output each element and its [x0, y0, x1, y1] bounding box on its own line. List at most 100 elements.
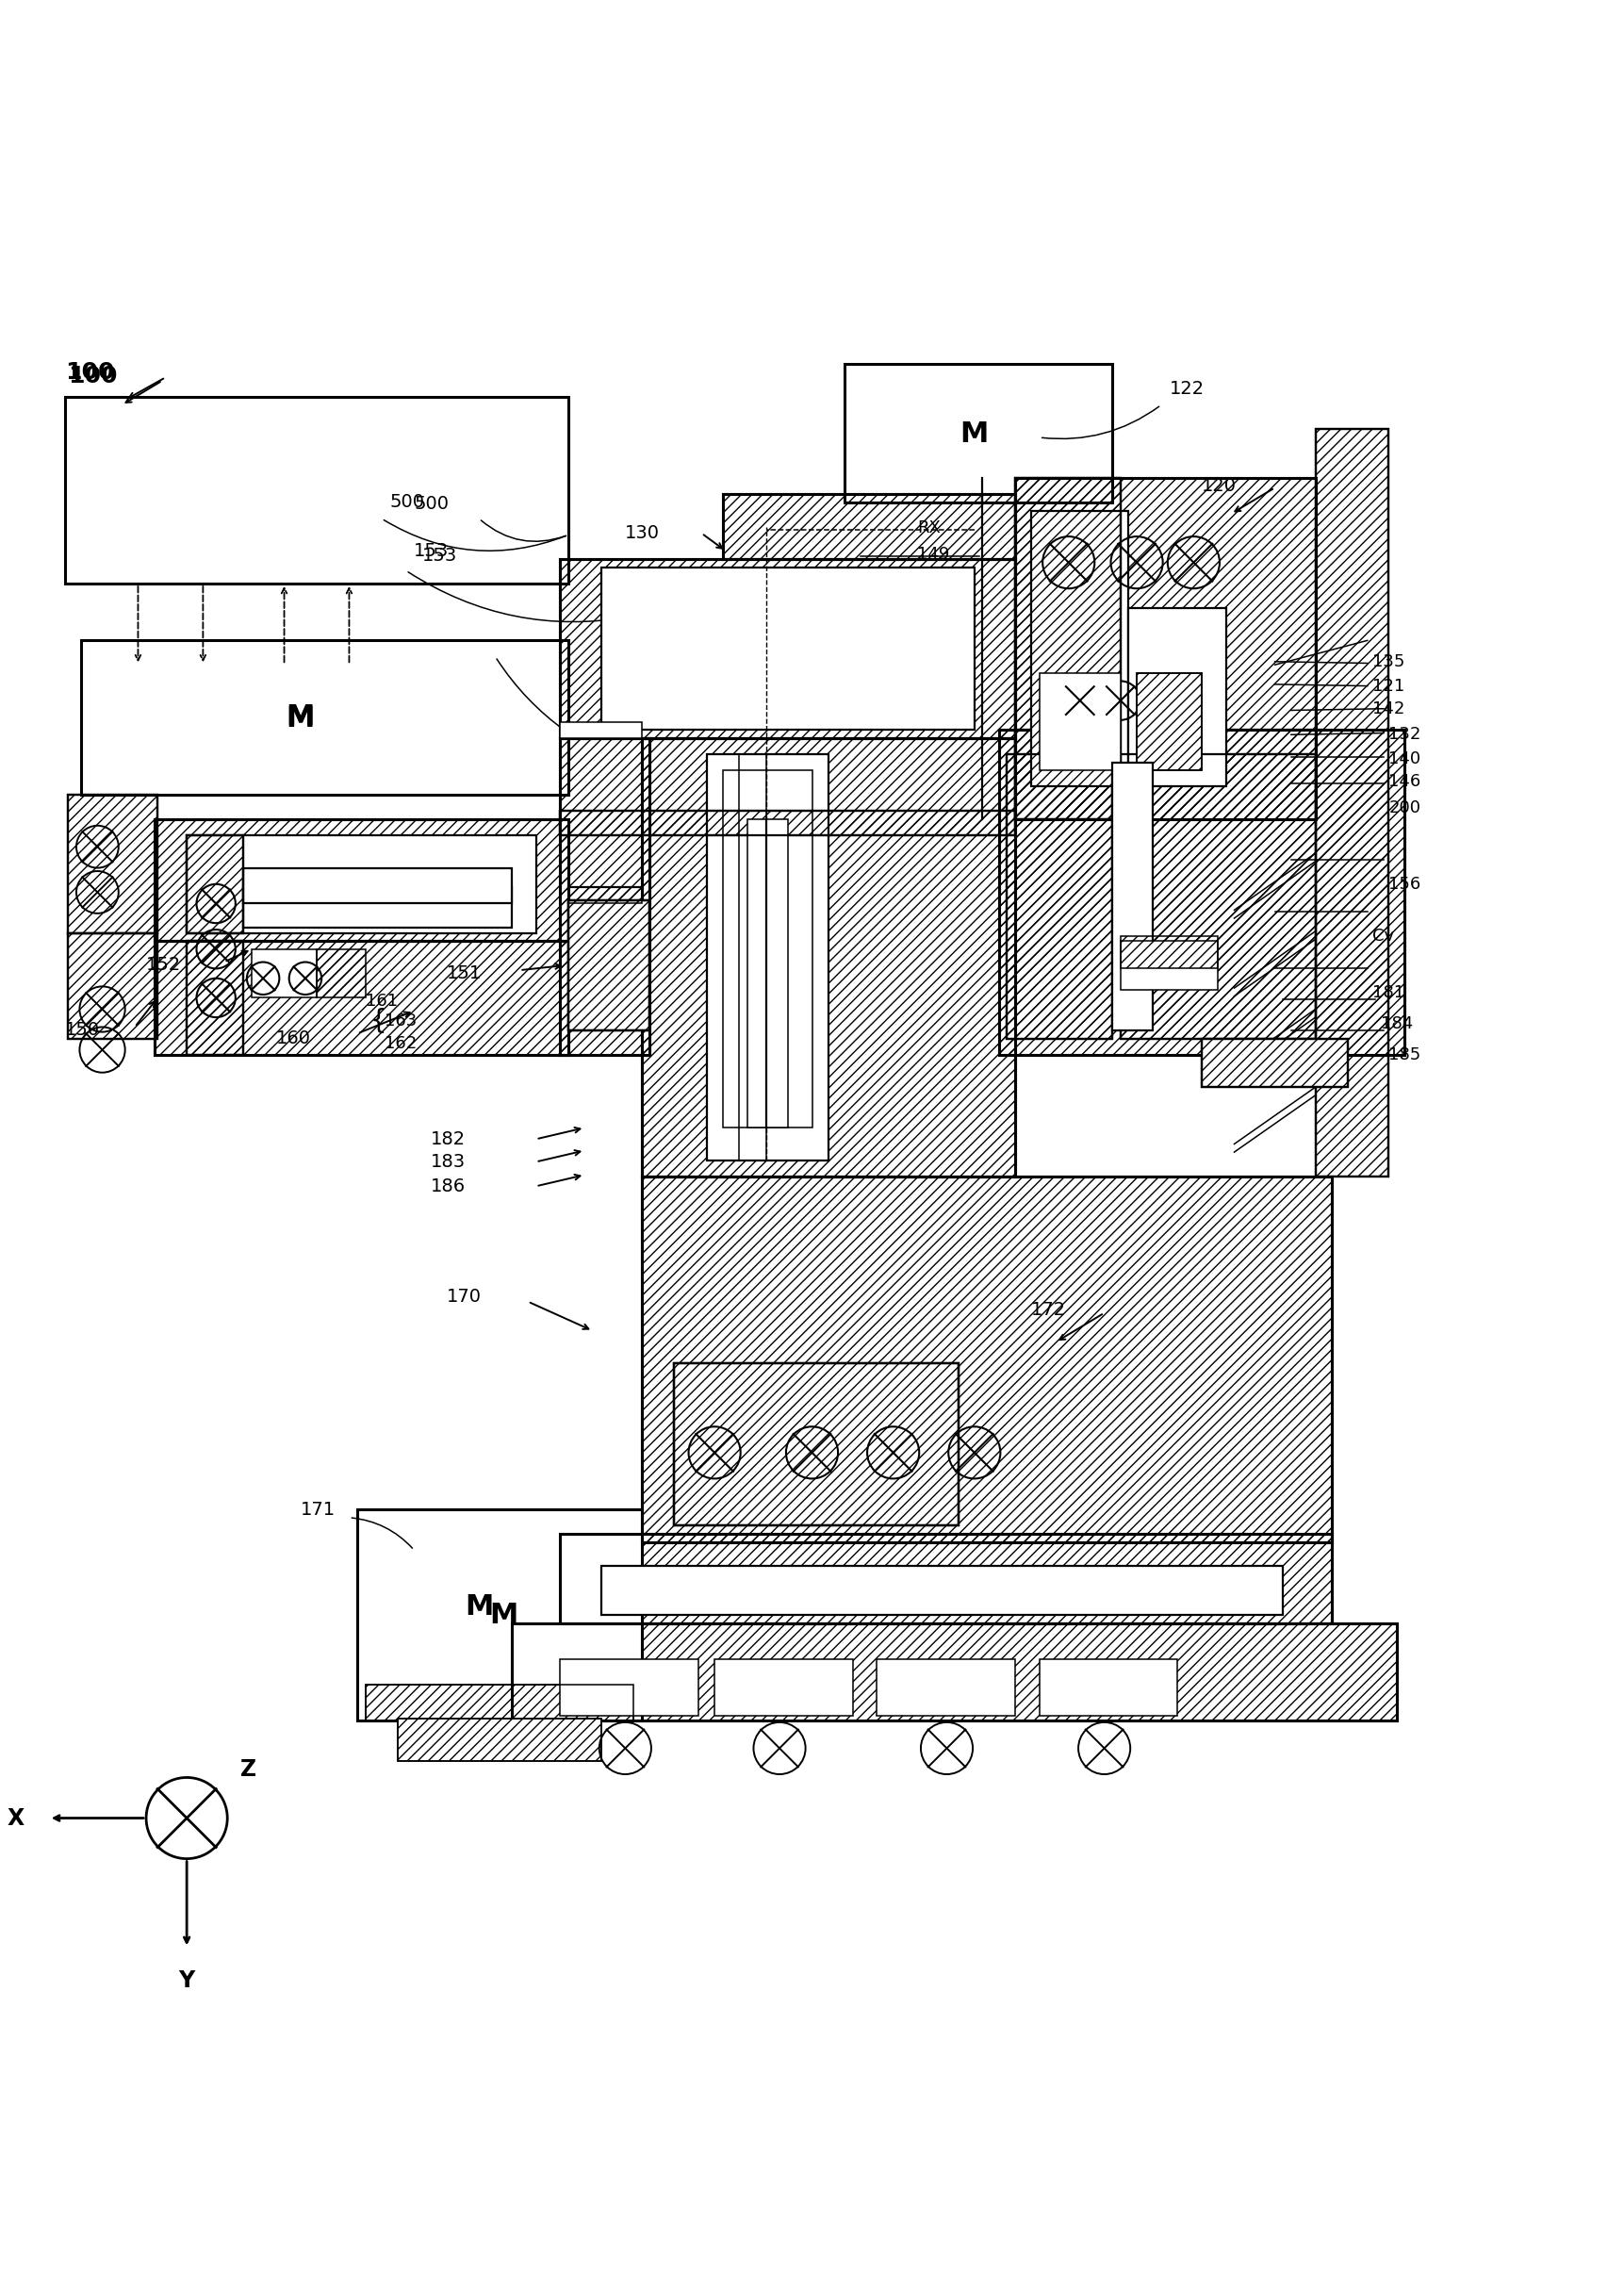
Bar: [154, 940, 568, 1055]
Bar: [560, 739, 650, 1055]
Text: M: M: [489, 1602, 518, 1629]
Bar: [560, 1533, 1332, 1622]
Bar: [512, 1622, 1397, 1721]
Text: 170: 170: [447, 1288, 481, 1306]
Bar: [715, 1659, 853, 1716]
Bar: [560, 1659, 698, 1716]
Bar: [568, 888, 641, 904]
Bar: [398, 1718, 601, 1762]
Text: RX: RX: [918, 519, 940, 538]
Text: 120: 120: [1202, 478, 1236, 494]
Text: 156: 156: [1389, 876, 1421, 892]
Bar: [1007, 755, 1112, 1039]
Bar: [1315, 430, 1389, 1176]
Bar: [187, 835, 536, 934]
Bar: [1112, 762, 1153, 1030]
Bar: [877, 1659, 1015, 1716]
Text: X: X: [6, 1808, 24, 1830]
Bar: [68, 794, 158, 934]
Text: 142: 142: [1372, 700, 1405, 716]
Text: 172: 172: [1031, 1300, 1067, 1318]
Bar: [365, 1684, 633, 1721]
Text: 185: 185: [1389, 1046, 1421, 1064]
Text: 181: 181: [1372, 984, 1405, 1002]
Text: 150: 150: [65, 1020, 101, 1039]
Bar: [601, 567, 974, 730]
Text: 500: 500: [390, 494, 424, 510]
Bar: [641, 1176, 1332, 1542]
Bar: [187, 940, 244, 1055]
Bar: [365, 1684, 633, 1721]
Text: 140: 140: [1389, 750, 1421, 766]
Bar: [317, 950, 365, 998]
Bar: [1039, 673, 1121, 771]
Bar: [1015, 478, 1315, 819]
Bar: [68, 934, 158, 1039]
Bar: [244, 867, 512, 904]
Bar: [560, 739, 650, 1055]
Bar: [398, 1718, 601, 1762]
Bar: [674, 1364, 958, 1526]
Bar: [154, 819, 568, 940]
Bar: [1031, 510, 1129, 787]
Bar: [641, 739, 1015, 1176]
Bar: [1015, 478, 1121, 819]
Text: 122: 122: [1169, 380, 1205, 398]
Bar: [844, 364, 1112, 503]
Text: Z: Z: [240, 1757, 257, 1780]
Bar: [1121, 936, 1218, 968]
Bar: [560, 558, 1015, 739]
Bar: [1202, 1039, 1348, 1087]
Bar: [560, 721, 641, 739]
Bar: [674, 1364, 958, 1526]
Text: 121: 121: [1372, 677, 1405, 696]
Text: 186: 186: [430, 1178, 466, 1194]
Bar: [674, 1364, 958, 1526]
Text: 135: 135: [1372, 652, 1405, 670]
Bar: [1315, 430, 1389, 1176]
Bar: [1129, 609, 1226, 787]
Text: 183: 183: [430, 1153, 466, 1171]
Bar: [641, 739, 1015, 1176]
Bar: [747, 819, 788, 1128]
Text: 500: 500: [414, 494, 448, 513]
Text: 146: 146: [1389, 773, 1421, 789]
Bar: [81, 641, 568, 794]
Bar: [568, 901, 650, 1030]
Bar: [641, 1176, 1332, 1542]
Bar: [1039, 1659, 1177, 1716]
Bar: [252, 950, 317, 998]
Bar: [154, 819, 568, 940]
Text: 153: 153: [422, 547, 458, 565]
Bar: [1137, 673, 1202, 771]
Text: 153: 153: [414, 542, 450, 561]
Bar: [68, 794, 158, 934]
Bar: [560, 558, 1015, 739]
Bar: [1015, 478, 1121, 819]
Text: 162: 162: [385, 1034, 417, 1052]
Bar: [244, 888, 512, 929]
Bar: [1137, 673, 1202, 771]
Text: 100: 100: [68, 364, 117, 387]
Text: {: {: [370, 1007, 387, 1034]
Text: Y: Y: [179, 1970, 195, 1993]
Text: 151: 151: [447, 966, 482, 982]
Bar: [68, 934, 158, 1039]
Bar: [560, 810, 1015, 835]
Text: M: M: [960, 421, 989, 448]
Bar: [1121, 755, 1315, 1039]
Text: 132: 132: [1389, 725, 1421, 744]
Bar: [601, 1567, 1283, 1615]
Bar: [187, 835, 244, 934]
Bar: [187, 940, 244, 1055]
Bar: [723, 771, 812, 1128]
Bar: [999, 730, 1405, 1055]
Text: M: M: [464, 1592, 494, 1620]
Text: M: M: [286, 702, 315, 730]
Bar: [1121, 755, 1315, 1039]
Text: 160: 160: [276, 1030, 310, 1048]
Bar: [568, 901, 650, 1030]
Text: 184: 184: [1380, 1016, 1413, 1032]
Bar: [1007, 755, 1112, 1039]
Text: 161: 161: [365, 993, 398, 1009]
